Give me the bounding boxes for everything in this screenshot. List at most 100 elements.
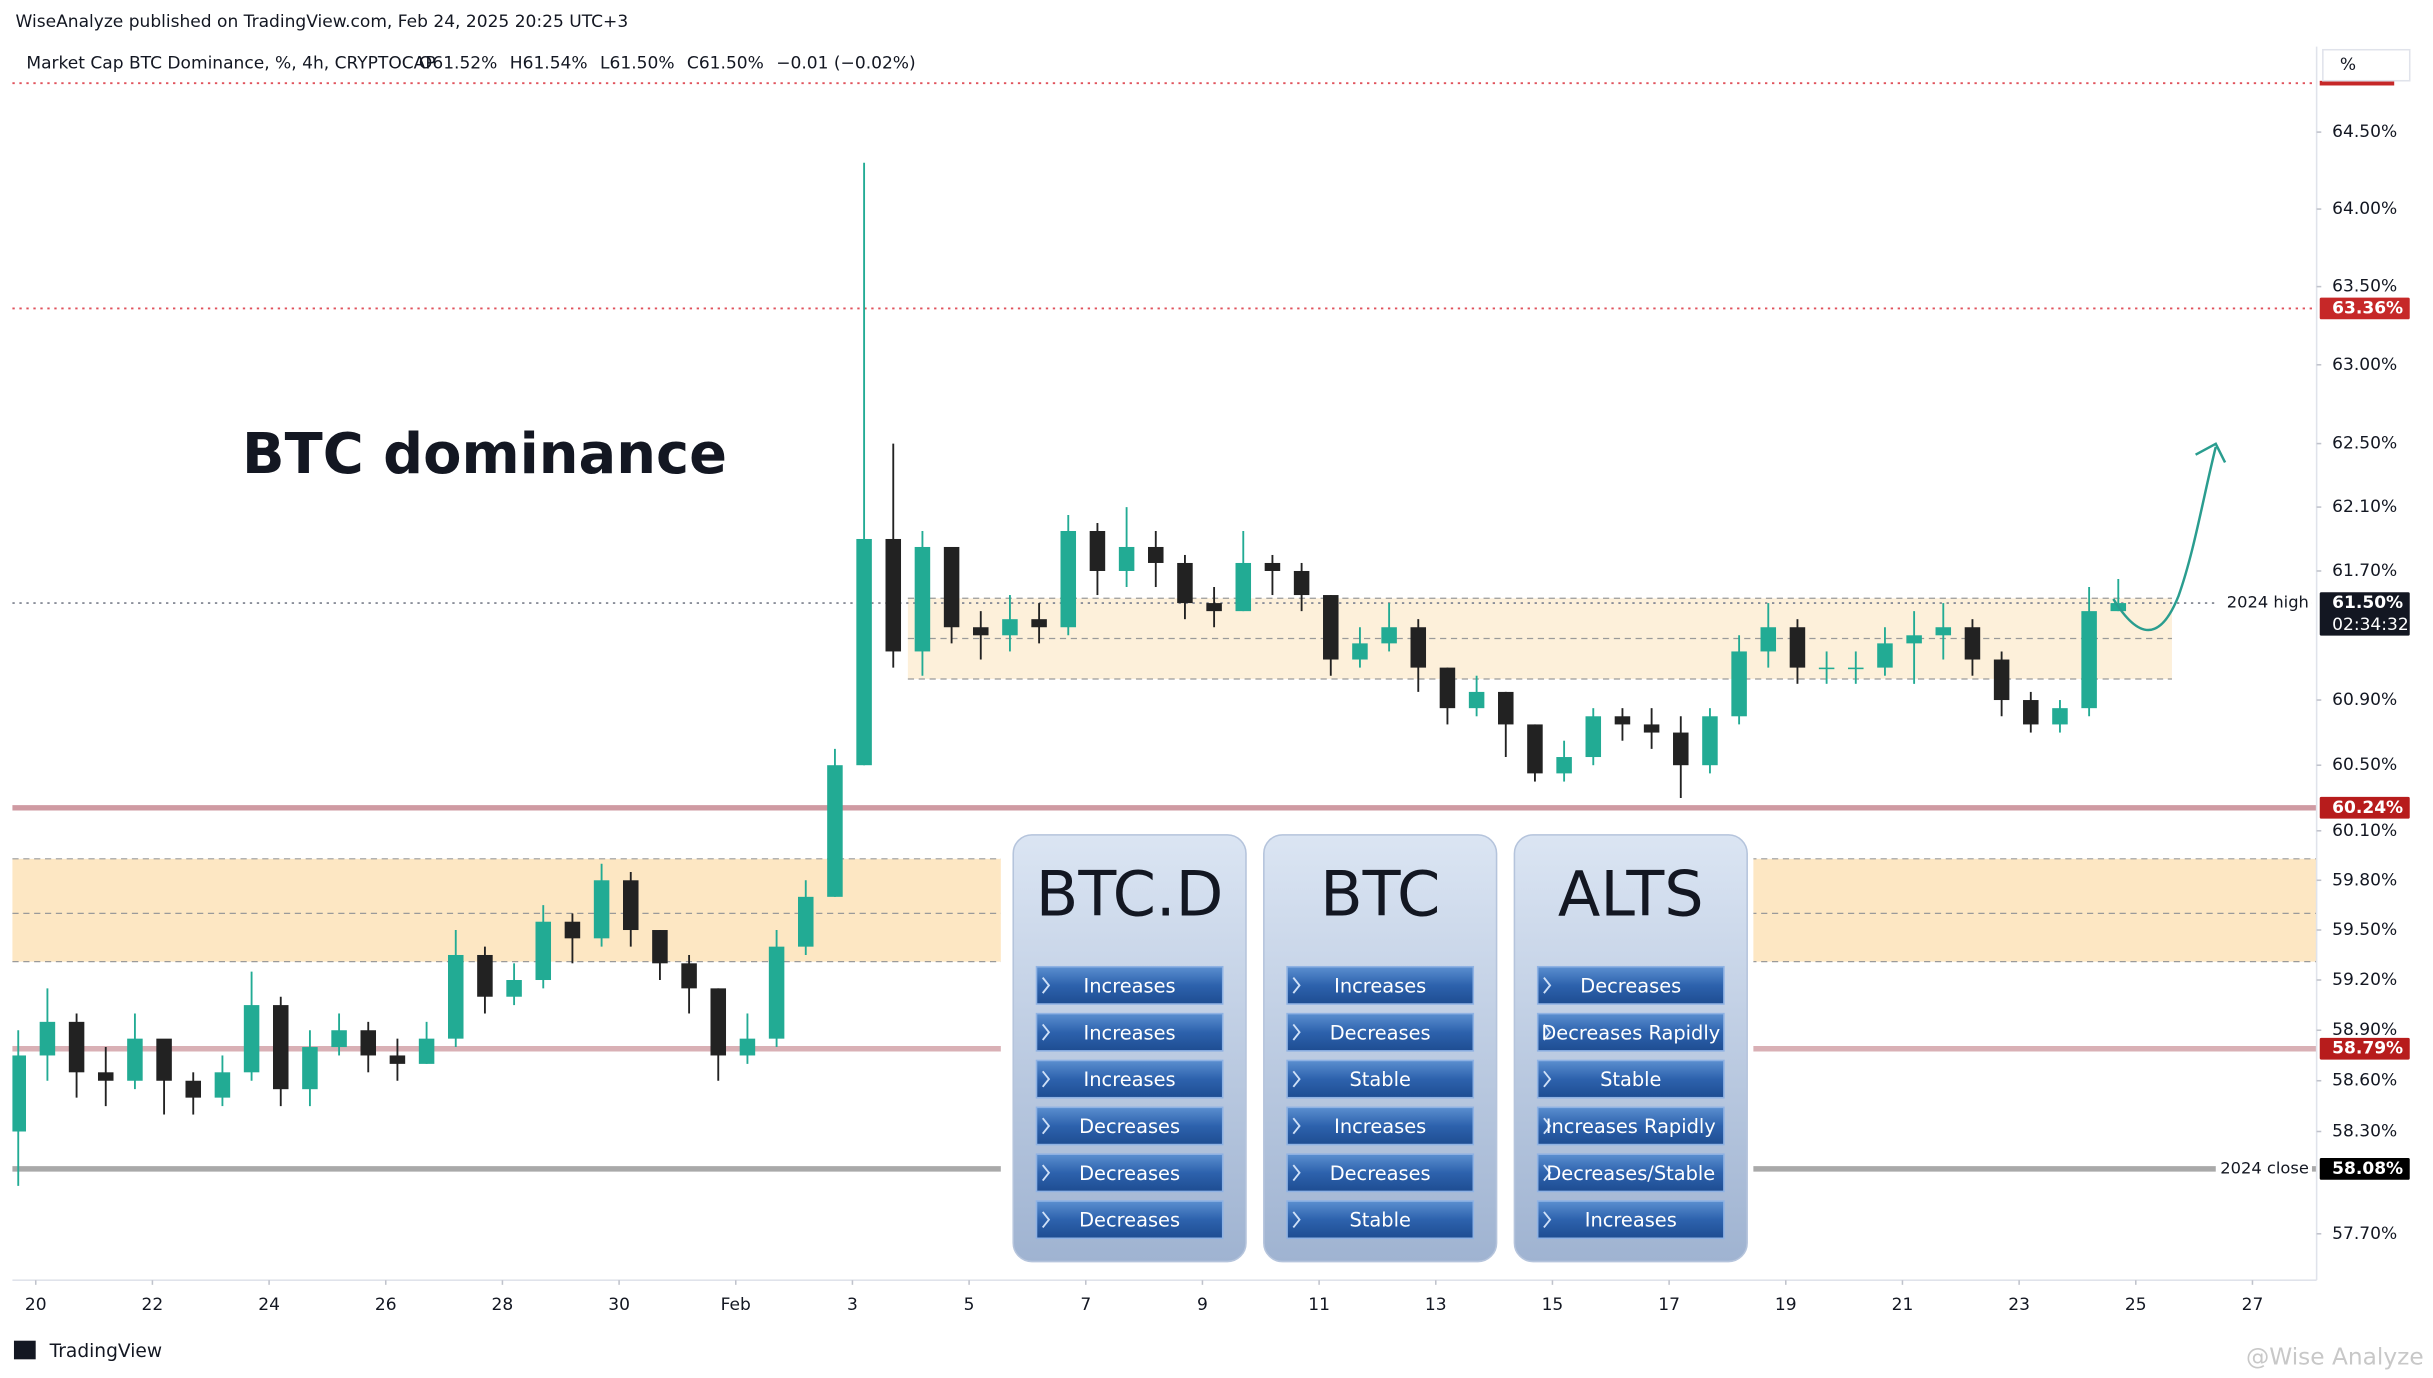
table-cell: [1286, 1200, 1475, 1240]
candle-body: [1352, 643, 1368, 660]
column-header: BTC: [1320, 858, 1440, 931]
x-tick-label: 20: [25, 1295, 47, 1315]
cell-text: Decreases: [1330, 1162, 1431, 1185]
candle-body: [418, 1038, 435, 1064]
candle-body: [1235, 562, 1252, 612]
x-tick-label: 26: [375, 1295, 397, 1315]
y-tick-label: 58.30%: [2332, 1121, 2397, 1141]
candle-body: [185, 1080, 202, 1098]
ohlc-value: O61.52%: [419, 54, 497, 74]
candle-body: [1293, 570, 1310, 596]
candle-body: [1410, 627, 1427, 668]
candle-body: [885, 538, 902, 652]
cell-icon: [1543, 1070, 1552, 1088]
candle-body: [1468, 691, 1485, 709]
ohlc-value: −0.01 (−0.02%): [776, 54, 915, 74]
candle-body: [1993, 659, 2010, 701]
candle-body: [973, 627, 989, 636]
annotation-bg: [2215, 1158, 2312, 1180]
axes: 64.50% 64.00% 63.50% 63.00% 62.50% 62.10% 61.7…: [25, 80, 2410, 1315]
cell-text: Decreases/Stable: [1546, 1162, 1715, 1185]
level-label: 61.50%: [2332, 593, 2403, 613]
candle-body: [1002, 619, 1018, 636]
table-cell: [1035, 1106, 1224, 1146]
candle-body: [1498, 691, 1514, 725]
candles: [12, 162, 2127, 1186]
projection-arrow: [2112, 446, 2217, 632]
candle-body: [1556, 757, 1572, 774]
candle-body: [798, 896, 814, 947]
x-tick-label: 19: [1775, 1295, 1797, 1315]
cell-icon: [1543, 1164, 1552, 1182]
candle-body: [914, 546, 931, 652]
watermark: @Wise Analyze: [2246, 1343, 2424, 1370]
column-header: BTC.D: [1036, 858, 1224, 931]
x-tick-label: 28: [492, 1295, 514, 1315]
table-cell: [1286, 1059, 1475, 1099]
candle-body: [593, 880, 610, 939]
y-tick-label: 64.00%: [2332, 199, 2397, 219]
candle-body: [302, 1047, 318, 1090]
candle-body: [1848, 667, 1864, 670]
candle-body: [1906, 635, 1922, 644]
candle-body: [1439, 667, 1456, 709]
cell-text: Increases: [1334, 974, 1426, 997]
cell-text: Stable: [1350, 1209, 1411, 1232]
table-cell: [1286, 1012, 1475, 1052]
level-annotation: 2024 high: [2227, 593, 2309, 612]
candle-body: [214, 1072, 231, 1098]
unit: %: [2340, 55, 2356, 75]
candle-body: [2052, 708, 2068, 725]
candle-body: [710, 988, 727, 1056]
level-label-box: [2319, 592, 2410, 636]
candle-body: [1527, 724, 1543, 774]
candle-body: [943, 546, 960, 628]
scenario-table: BTC.D Increases Increases Increases Decrease…: [1012, 834, 1748, 1263]
cell-icon: [1292, 1117, 1301, 1135]
x-tick-label: 11: [1308, 1295, 1330, 1315]
cell-icon: [1041, 1117, 1051, 1135]
cell-text: Stable: [1350, 1068, 1411, 1091]
cell-icon: [1041, 1164, 1051, 1182]
cell-text: Increases: [1084, 974, 1176, 997]
cell-text: Decreases: [1079, 1162, 1180, 1185]
candle-body: [477, 954, 493, 997]
chart-title: BTC dominance: [242, 422, 727, 487]
level-label: 58.08%: [2332, 1159, 2403, 1179]
annotation-bg: [2215, 592, 2312, 614]
candle-body: [1643, 724, 1660, 733]
y-tick-label: 62.10%: [2332, 497, 2397, 517]
cell-text: Increases: [1084, 1068, 1176, 1091]
ohlc-value: C61.50%: [687, 54, 764, 74]
cell-text: Increases: [1334, 1115, 1426, 1138]
cell-icon: [1292, 977, 1301, 994]
candle-body: [2081, 611, 2097, 709]
x-tick-label: 13: [1425, 1295, 1447, 1315]
cell-text: Increases Rapidly: [1546, 1115, 1716, 1138]
level-label-box: [2319, 297, 2410, 320]
y-tick-label: 60.10%: [2332, 821, 2397, 841]
x-tick-label: Feb: [721, 1295, 751, 1315]
cell-icon: [1292, 1023, 1301, 1041]
column-header: ALTS: [1558, 858, 1704, 931]
candle-body: [156, 1038, 172, 1081]
table-cell: [1536, 1200, 1725, 1240]
candle-body: [652, 930, 668, 964]
cell-icon: [1292, 1070, 1301, 1088]
cell-icon: [1543, 1117, 1552, 1135]
candle-body: [1614, 716, 1631, 725]
table-cell: [1286, 965, 1475, 1005]
candle-body: [68, 1021, 85, 1073]
candle-body: [1089, 530, 1106, 571]
candle-body: [39, 1021, 56, 1056]
cell-text: Stable: [1600, 1068, 1661, 1091]
y-tick-label: 60.90%: [2332, 690, 2397, 710]
cell-text: Decreases: [1079, 1209, 1180, 1232]
y-tick-label: 57.70%: [2332, 1224, 2397, 1244]
candle-body: [739, 1038, 756, 1056]
x-tick-label: 21: [1892, 1295, 1914, 1315]
cell-icon: [1041, 1070, 1051, 1088]
level-label-box: [2319, 796, 2410, 819]
